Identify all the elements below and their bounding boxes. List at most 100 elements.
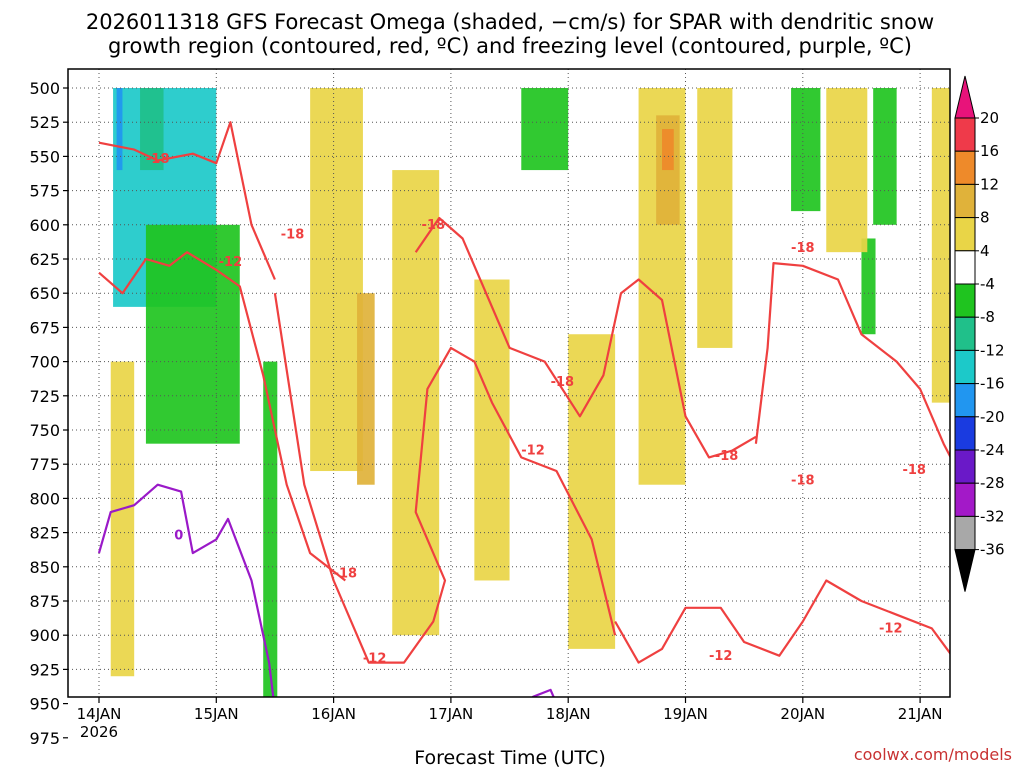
- omega-shade-19: [357, 293, 375, 485]
- y-tick-label-6: 650: [29, 284, 60, 303]
- colorbar-tick-label-8: -16: [980, 375, 1005, 393]
- contour-label-0: -18: [146, 152, 170, 167]
- plot-frame: [67, 68, 951, 698]
- contour-label-9: -12: [709, 649, 733, 664]
- x-axis-label: Forecast Time (UTC): [414, 747, 605, 768]
- y-tick-label-18: 950: [29, 695, 60, 714]
- x-year-label: 2026: [80, 723, 118, 741]
- y-tick-label-4: 600: [29, 216, 60, 235]
- omega-shade-4: [263, 361, 278, 697]
- contour-label-6: -18: [551, 375, 575, 390]
- y-tick-label-0: 500: [29, 79, 60, 98]
- omega-shade-10: [392, 170, 440, 636]
- contour-label-4: -18: [334, 567, 358, 582]
- contour-line-0: [98, 251, 346, 582]
- plot-area: -18 -12 -18 -18 -18 -12 -18 -12 -18 -12 -18 -18 -18 -…: [29, 68, 1005, 748]
- colorbar-swatch-0: [954, 117, 976, 152]
- colorbar-tick-label-3: 8: [980, 209, 990, 227]
- omega-shade-1: [140, 88, 164, 171]
- title-line-2: growth region (contoured, red, ºC) and f…: [108, 34, 912, 58]
- colorbar-tick-label-6: -8: [980, 308, 995, 326]
- colorbar-swatch-12: [954, 515, 976, 551]
- colorbar-tick-label-13: -36: [980, 541, 1005, 559]
- x-tick-label-3: 17JAN: [429, 705, 474, 723]
- colorbar-tick-label-12: -32: [980, 507, 1005, 525]
- plot-inner: -18 -12 -18 -18 -18 -12 -18 -12 -18 -12 -18 -18 -18 -…: [68, 69, 950, 697]
- colorbar-top-arrow: [954, 75, 976, 119]
- colorbar-tick-label-1: 16: [980, 142, 999, 160]
- y-tick-label-17: 925: [29, 660, 60, 679]
- omega-shade-16: [931, 88, 950, 403]
- contour-label-13: -12: [879, 621, 903, 636]
- colorbar-swatch-7: [954, 349, 976, 385]
- colorbar-swatch-5: [954, 283, 976, 318]
- colorbar-swatch-9: [954, 416, 976, 451]
- colorbar-tick-label-11: -28: [980, 474, 1005, 492]
- contour-label-2: -18: [281, 227, 305, 242]
- colorbar-swatch-6: [954, 316, 976, 351]
- x-tick-label-6: 20JAN: [780, 705, 825, 723]
- contour-label-3: -18: [422, 218, 446, 233]
- y-tick-label-14: 850: [29, 558, 60, 577]
- y-tick-label-16: 900: [29, 626, 60, 645]
- omega-shade-5: [521, 88, 569, 171]
- colorbar-swatch-4: [954, 250, 976, 285]
- omega-shade-12: [568, 334, 616, 649]
- omega-shade-17: [110, 361, 135, 677]
- y-tick-label-10: 750: [29, 421, 60, 440]
- x-tick-label-7: 21JAN: [898, 705, 943, 723]
- contour-label-8: -18: [715, 449, 739, 464]
- omega-shade-8: [861, 238, 876, 335]
- colorbar-bottom-arrow: [954, 549, 976, 592]
- colorbar-tick-label-10: -24: [980, 441, 1005, 459]
- contour-line-5: [614, 579, 950, 664]
- contour-line-1: [98, 121, 276, 280]
- colorbar-tick-label-2: 12: [980, 175, 999, 193]
- colorbar-tick-label-5: -4: [980, 275, 995, 293]
- y-tick-label-13: 825: [29, 524, 60, 543]
- credit-text[interactable]: coolwx.com/models: [854, 745, 1012, 764]
- colorbar-swatch-2: [954, 183, 976, 219]
- colorbar-swatch-10: [954, 449, 976, 484]
- y-tick-label-2: 550: [29, 147, 60, 166]
- y-tick-label-9: 725: [29, 387, 60, 406]
- title-line-1: 2026011318 GFS Forecast Omega (shaded, −…: [86, 10, 934, 34]
- omega-shade-2: [116, 88, 123, 171]
- contour-label-5: -12: [363, 652, 387, 667]
- contour-label-10: -18: [791, 241, 815, 256]
- colorbar-tick-label-4: 4: [980, 242, 990, 260]
- omega-shade-3: [145, 224, 240, 444]
- y-tick-label-15: 875: [29, 592, 60, 611]
- y-tick-label-11: 775: [29, 455, 60, 474]
- contour-line-2: [273, 293, 617, 664]
- colorbar-tick-label-9: -20: [980, 408, 1005, 426]
- x-tick-label-1: 15JAN: [194, 705, 239, 723]
- y-tick-label-12: 800: [29, 489, 60, 508]
- colorbar-swatch-11: [954, 482, 976, 517]
- contour-label-12: -18: [902, 463, 926, 478]
- contour-label-7: -12: [521, 444, 545, 459]
- omega-shade-20: [662, 129, 674, 171]
- contour-label-14: 0: [174, 528, 183, 543]
- x-tick-label-2: 16JAN: [311, 705, 356, 723]
- omega-shade-15: [826, 88, 868, 253]
- colorbar-swatch-3: [954, 217, 976, 252]
- omega-shade-14: [697, 88, 733, 348]
- y-tick-label-8: 700: [29, 353, 60, 372]
- y-tick-label-1: 525: [29, 113, 60, 132]
- omega-shade-9: [310, 88, 363, 472]
- colorbar-swatch-1: [954, 150, 976, 185]
- colorbar-tick-label-7: -12: [980, 341, 1005, 359]
- x-tick-label-5: 19JAN: [663, 705, 708, 723]
- contour-line-7: [531, 688, 555, 697]
- colorbar-tick-label-0: 20: [980, 109, 999, 127]
- omega-shade-6: [791, 88, 821, 212]
- y-tick-label-19: 975: [29, 729, 60, 748]
- x-tick-label-0: 14JAN: [77, 705, 122, 723]
- contour-label-11: -18: [791, 474, 815, 489]
- y-tick-label-3: 575: [29, 182, 60, 201]
- contour-label-1: -12: [219, 255, 243, 270]
- contour-line-3: [414, 216, 757, 459]
- y-tick-label-5: 625: [29, 250, 60, 269]
